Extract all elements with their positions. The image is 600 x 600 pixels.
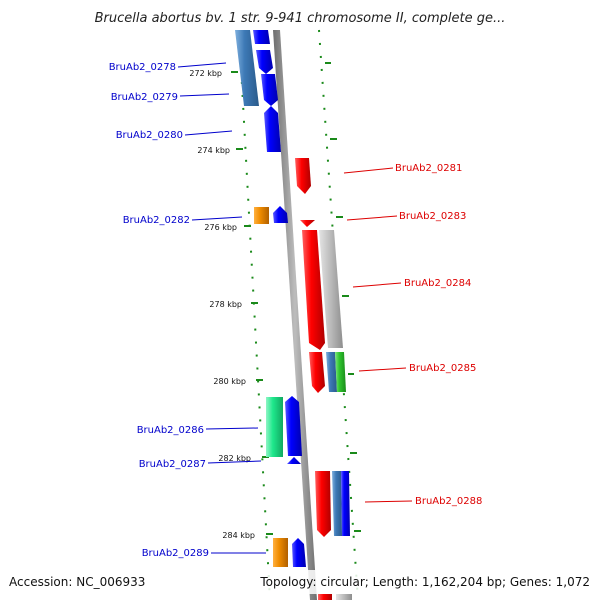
gene-label-0286[interactable]: BruAb2_0286 — [137, 425, 204, 436]
topology-text: Topology: circular; Length: 1,162,204 bp… — [259, 575, 590, 589]
accession-text: Accession: NC_006933 — [9, 575, 145, 589]
gene-feature-bottom-fragment[interactable] — [318, 594, 352, 600]
gene-label-0288[interactable]: BruAb2_0288 — [415, 496, 482, 507]
gene-label-0283[interactable]: BruAb2_0283 — [399, 211, 466, 222]
gene-feature-0284[interactable] — [302, 230, 343, 350]
kbp-label-282: 282 kbp — [218, 454, 251, 463]
gene-label-0282[interactable]: BruAb2_0282 — [123, 215, 190, 226]
genome-backbone — [273, 30, 317, 600]
kbp-label-278: 278 kbp — [209, 300, 242, 309]
gene-feature-0288[interactable] — [315, 471, 350, 537]
right-major-ticks — [325, 62, 361, 532]
gene-label-0287[interactable]: BruAb2_0287 — [139, 459, 206, 470]
gene-label-0284[interactable]: BruAb2_0284 — [404, 278, 471, 289]
gene-label-0278[interactable]: BruAb2_0278 — [109, 62, 176, 73]
gene-feature-0283[interactable] — [300, 220, 315, 227]
kbp-label-272: 272 kbp — [189, 69, 222, 78]
gene-feature-0280[interactable] — [264, 106, 281, 152]
gene-feature-0279[interactable] — [261, 74, 278, 106]
gene-label-0281[interactable]: BruAb2_0281 — [395, 163, 462, 174]
footer-backdrop — [0, 570, 600, 594]
gene-label-0289[interactable]: BruAb2_0289 — [142, 548, 209, 559]
gene-feature-0285[interactable] — [309, 352, 346, 393]
gene-label-0285[interactable]: BruAb2_0285 — [409, 363, 476, 374]
gene-feature-0282[interactable] — [254, 206, 288, 224]
gene-feature-0278[interactable] — [235, 30, 259, 106]
gene-label-0279[interactable]: BruAb2_0279 — [111, 92, 178, 103]
right-label-connectors — [343, 167, 413, 503]
gene-feature-0289[interactable] — [273, 538, 306, 567]
gene-feature-0281[interactable] — [295, 158, 311, 194]
kbp-label-274: 274 kbp — [197, 146, 230, 155]
gene-label-0280[interactable]: BruAb2_0280 — [116, 130, 183, 141]
left-major-ticks — [231, 71, 273, 535]
kbp-label-280: 280 kbp — [213, 377, 246, 386]
left-label-connectors — [177, 62, 266, 554]
gene-feature-0278b[interactable] — [253, 30, 273, 74]
gene-feature-0286[interactable] — [266, 397, 283, 457]
kbp-label-276: 276 kbp — [204, 223, 237, 232]
gene-feature-0287[interactable] — [285, 396, 302, 464]
kbp-label-284: 284 kbp — [222, 531, 255, 540]
map-title: Brucella abortus bv. 1 str. 9-941 chromo… — [95, 11, 506, 26]
